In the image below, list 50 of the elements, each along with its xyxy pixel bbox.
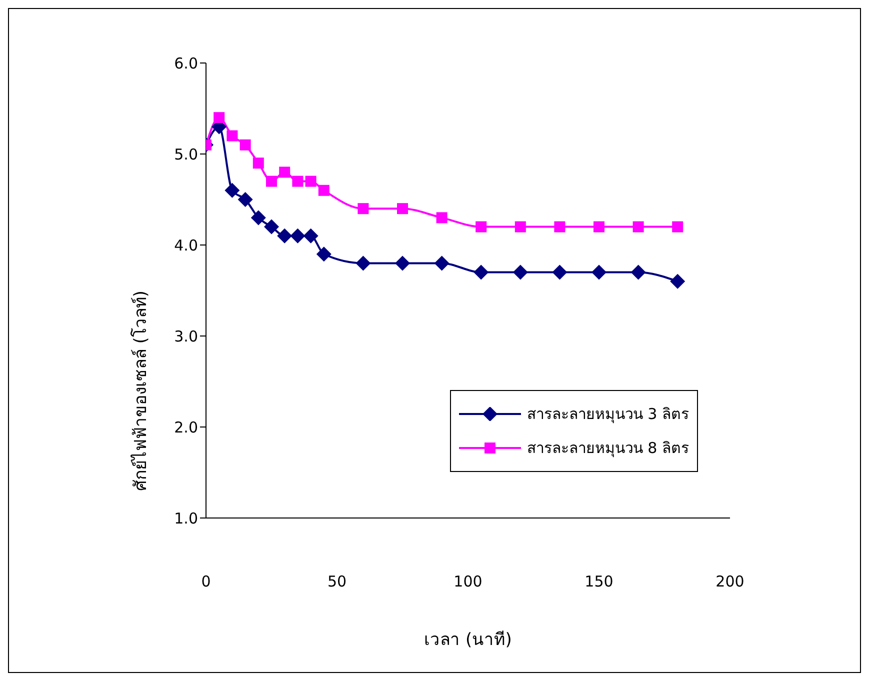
point	[554, 221, 566, 232]
point	[303, 228, 318, 244]
point	[476, 221, 487, 232]
y-tick-label: 4.0	[174, 236, 198, 254]
x-tick-label: 100	[454, 572, 482, 591]
legend-label: สารละลายหมุนวน 3 ลิตร	[526, 404, 689, 426]
point	[305, 176, 316, 187]
point	[552, 264, 568, 280]
point	[290, 228, 306, 244]
y-tick-label: 6.0	[174, 54, 198, 72]
point	[592, 264, 606, 280]
legend-label: สารละลายหมุนวน 8 ลิตร	[526, 438, 689, 460]
point	[356, 256, 371, 271]
point	[630, 264, 646, 280]
point	[514, 221, 526, 232]
point	[512, 264, 528, 280]
x-tick-label: 50	[327, 572, 347, 591]
point	[292, 176, 304, 187]
point	[670, 274, 686, 289]
y-tick-label: 3.0	[174, 327, 198, 346]
x-tick-label: 0	[201, 572, 211, 591]
point	[266, 176, 277, 187]
x-tick-label: 150	[584, 572, 614, 591]
y-axis-title: ศักย์ไฟฟ้าของเซลล์ (โวลท์)	[130, 290, 152, 492]
point	[238, 192, 253, 207]
point	[672, 221, 684, 232]
point	[224, 182, 240, 198]
point	[436, 212, 448, 224]
point	[594, 221, 604, 232]
x-tick-label: 200	[716, 572, 744, 591]
point	[318, 184, 330, 196]
point	[397, 203, 408, 214]
point	[214, 112, 225, 124]
point	[279, 166, 290, 178]
point	[632, 221, 644, 232]
y-tick-label: 1.0	[174, 509, 198, 528]
point	[434, 256, 450, 271]
point	[240, 139, 251, 150]
point	[395, 256, 410, 271]
point	[277, 228, 292, 244]
point	[316, 246, 332, 262]
point	[226, 130, 238, 142]
point	[264, 219, 279, 234]
point	[358, 203, 369, 214]
y-tick-label: 5.0	[174, 145, 198, 164]
point	[252, 158, 264, 169]
y-tick-label: 2.0	[174, 418, 198, 436]
point	[474, 264, 489, 280]
x-axis-title: เวลา (นาที)	[424, 630, 512, 650]
point	[250, 210, 266, 226]
